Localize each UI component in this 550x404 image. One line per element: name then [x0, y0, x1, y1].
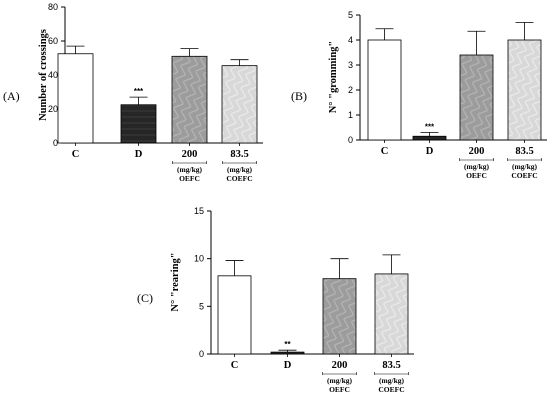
- bar-83-5: [221, 65, 258, 144]
- bar-200: [459, 54, 494, 141]
- group-label: (mg/kg): [379, 376, 405, 385]
- group-label: (mg/kg): [177, 165, 203, 174]
- category-label: 200: [332, 360, 348, 371]
- group-label: OEFC: [329, 385, 350, 394]
- bar-D: [120, 104, 157, 144]
- y-tick-label: 15: [194, 206, 204, 216]
- panel-letter: (A): [3, 89, 20, 103]
- group-label: (mg/kg): [464, 162, 490, 171]
- group-label: OEFC: [466, 171, 487, 180]
- group-label: COEFC: [226, 174, 252, 183]
- bar-C: [217, 275, 252, 355]
- y-tick-label: 10: [194, 254, 204, 264]
- y-tick-label: 0: [53, 138, 58, 148]
- panel-letter: (B): [291, 89, 307, 103]
- group-label: (mg/kg): [227, 165, 253, 174]
- group-label: OEFC: [179, 174, 200, 183]
- group-label: COEFC: [511, 171, 537, 180]
- bar-200: [322, 278, 357, 355]
- y-tick-label: 20: [48, 104, 58, 114]
- category-label: 200: [182, 149, 198, 160]
- y-axis-title: N° "gromming": [328, 41, 339, 114]
- category-label: D: [426, 146, 434, 157]
- significance-label: ***: [425, 123, 435, 132]
- bar-D: [270, 351, 305, 355]
- category-label: 200: [469, 146, 485, 157]
- y-axis-title: Number of crossings: [38, 29, 49, 121]
- y-tick-label: 3: [348, 60, 353, 70]
- group-label: (mg/kg): [512, 162, 538, 171]
- category-label: D: [284, 360, 292, 371]
- y-tick-label: 2: [348, 85, 353, 95]
- category-label: C: [72, 149, 80, 160]
- bar-D: [412, 135, 447, 141]
- y-tick-label: 80: [48, 2, 58, 12]
- y-tick-label: 0: [199, 349, 204, 359]
- y-tick-label: 5: [348, 10, 353, 20]
- y-tick-label: 4: [348, 35, 353, 45]
- y-tick-label: 0: [348, 135, 353, 145]
- category-label: D: [135, 149, 143, 160]
- category-label: 83.5: [515, 146, 533, 157]
- y-tick-label: 1: [348, 110, 353, 120]
- chart-panel-1: (A) Number of crossings 0 20 40 60 80 C *** D 200 (…: [3, 2, 263, 183]
- bar-C: [367, 39, 402, 141]
- y-tick-label: 60: [48, 36, 58, 46]
- bar-83-5: [507, 39, 542, 141]
- y-axis-title: N° "rearing": [170, 252, 181, 311]
- significance-label: **: [284, 340, 291, 349]
- significance-label: ***: [134, 87, 144, 96]
- y-tick-label: 40: [48, 70, 58, 80]
- y-tick-label: 5: [199, 301, 204, 311]
- category-label: 83.5: [230, 149, 248, 160]
- category-label: C: [231, 360, 239, 371]
- category-label: 83.5: [382, 360, 400, 371]
- panel-letter: (C): [137, 291, 153, 305]
- bar-200: [171, 55, 208, 144]
- group-label: (mg/kg): [327, 376, 353, 385]
- bar-83-5: [374, 273, 409, 355]
- group-label: COEFC: [378, 385, 404, 394]
- bar-C: [57, 53, 94, 144]
- category-label: C: [381, 146, 389, 157]
